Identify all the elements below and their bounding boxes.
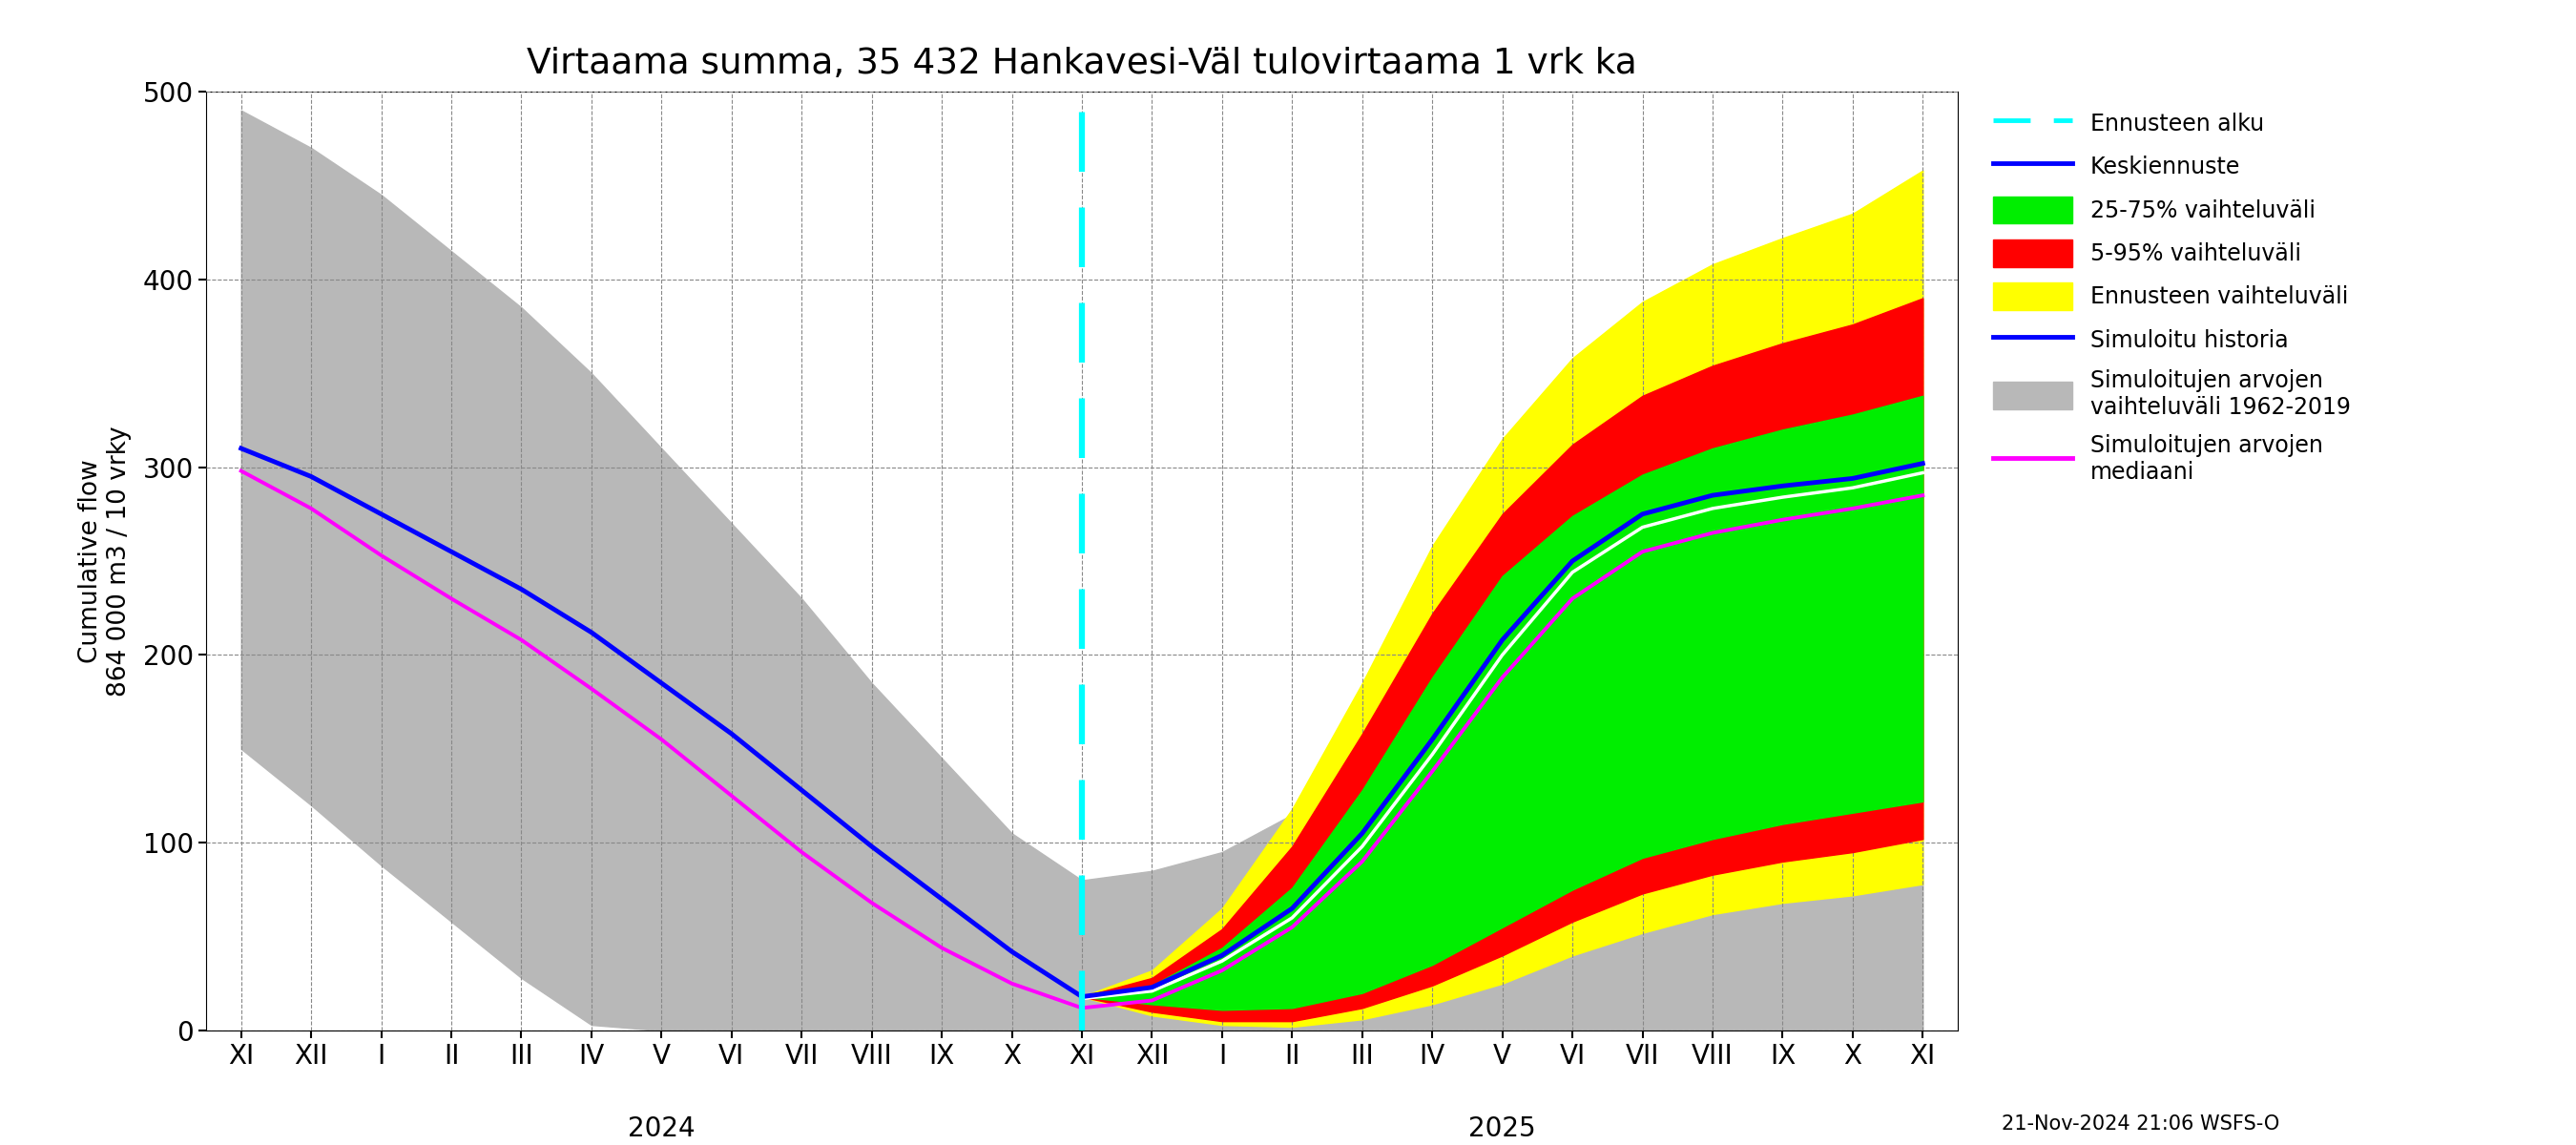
- Legend: Ennusteen alku, Keskiennuste, 25-75% vaihteluväli, 5-95% vaihteluväli, Ennusteen: Ennusteen alku, Keskiennuste, 25-75% vai…: [1986, 103, 2357, 490]
- Text: 21-Nov-2024 21:06 WSFS-O: 21-Nov-2024 21:06 WSFS-O: [2002, 1114, 2280, 1134]
- Title: Virtaama summa, 35 432 Hankavesi-Väl tulovirtaama 1 vrk ka: Virtaama summa, 35 432 Hankavesi-Väl tul…: [526, 46, 1638, 80]
- Text: 2024: 2024: [629, 1115, 696, 1142]
- Text: 2025: 2025: [1468, 1115, 1535, 1142]
- Y-axis label: Cumulative flow
864 000 m3 / 10 vrky: Cumulative flow 864 000 m3 / 10 vrky: [80, 426, 131, 696]
